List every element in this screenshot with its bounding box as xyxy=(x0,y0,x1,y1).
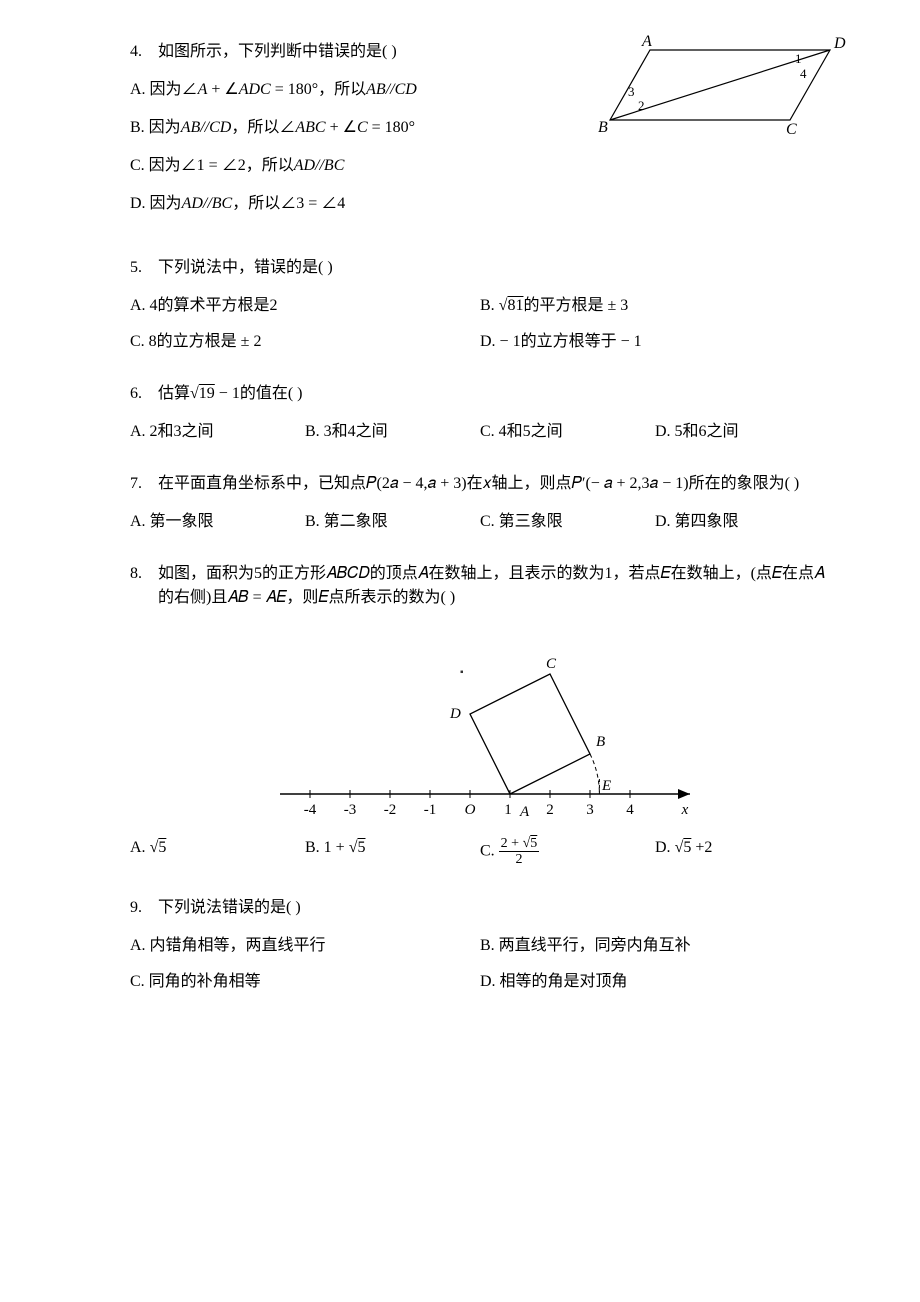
question-7: 7. 在平面直角坐标系中，已知点𝑃(2𝑎 − 4,𝑎 + 3)在𝑥轴上，则点𝑃′… xyxy=(130,472,830,534)
question-5: 5. 下列说法中，错误的是( ) A. 4的算术平方根是2 B. √81的平方根… xyxy=(130,256,830,354)
q8-tick-3: 3 xyxy=(586,802,594,818)
q4-angle-3: 3 xyxy=(628,84,635,99)
q8-arc xyxy=(590,754,599,794)
q7-opt-b: B. 第二象限 xyxy=(305,510,480,534)
q4-number: 4. xyxy=(130,40,158,64)
q8-tick-1: 1 xyxy=(504,802,512,818)
q8-tick--3: -3 xyxy=(344,802,357,818)
q8-tick-4: 4 xyxy=(626,802,634,818)
q8-figure: -4 -3 -2 -1 O 1 2 3 4 x A B xyxy=(130,624,830,832)
q5-row1: A. 4的算术平方根是2 B. √81的平方根是 ± 3 xyxy=(130,294,830,318)
q4-angle-2: 2 xyxy=(638,98,645,113)
q6-opt-d: D. 5和6之间 xyxy=(655,420,830,444)
q8-opt-b: B. 1 + √5 xyxy=(305,836,480,868)
q5-stem-row: 5. 下列说法中，错误的是( ) xyxy=(130,256,830,280)
q8-label-A: A xyxy=(519,804,530,820)
center-dot-icon: ▪ xyxy=(460,667,462,678)
q4-label-B: B xyxy=(598,119,608,136)
q8-tick--4: -4 xyxy=(304,802,317,818)
q8-number: 8. xyxy=(130,562,158,586)
q5-number: 5. xyxy=(130,256,158,280)
q6-stem-row: 6. 估算√19 − 1的值在( ) xyxy=(130,382,830,406)
q8-options: A. √5 B. 1 + √5 C. 2 + √5 2 D. √5 +2 xyxy=(130,836,830,868)
q4-label-D: D xyxy=(833,35,846,52)
q7-number: 7. xyxy=(130,472,158,496)
q6-stem: 估算√19 − 1的值在( ) xyxy=(158,382,830,406)
q7-opt-c: C. 第三象限 xyxy=(480,510,655,534)
q4-figure: A D B C 1 4 2 3 xyxy=(590,30,850,158)
q7-opt-d: D. 第四象限 xyxy=(655,510,830,534)
q9-opt-c: C. 同角的补角相等 xyxy=(130,970,480,994)
q8-label-O: O xyxy=(465,802,476,818)
q9-opt-d: D. 相等的角是对顶角 xyxy=(480,970,830,994)
q8-stem-row: 8. 如图，面积为5的正方形𝐴𝐵𝐶𝐷的顶点𝐴在数轴上，且表示的数为1，若点𝐸在数… xyxy=(130,562,830,610)
q4-opt-d: D. 因为AD//BC，所以∠3 = ∠4 xyxy=(130,192,830,216)
q6-opt-a: A. 2和3之间 xyxy=(130,420,305,444)
q5-opt-b: B. √81的平方根是 ± 3 xyxy=(480,294,830,318)
q8-opt-d: D. √5 +2 xyxy=(655,836,830,868)
q4-angle-4: 4 xyxy=(800,66,807,81)
page-center-mark: ▪ xyxy=(460,660,462,684)
q4-label-C: C xyxy=(786,121,797,138)
q5-opt-a: A. 4的算术平方根是2 xyxy=(130,294,480,318)
q8-label-D: D xyxy=(449,706,461,722)
q4-angle-1: 1 xyxy=(795,51,802,66)
q8-tick--2: -2 xyxy=(384,802,397,818)
q6-number: 6. xyxy=(130,382,158,406)
q8-tick-2: 2 xyxy=(546,802,554,818)
q7-options: A. 第一象限 B. 第二象限 C. 第三象限 D. 第四象限 xyxy=(130,510,830,534)
question-6: 6. 估算√19 − 1的值在( ) A. 2和3之间 B. 3和4之间 C. … xyxy=(130,382,830,444)
question-8: 8. 如图，面积为5的正方形𝐴𝐵𝐶𝐷的顶点𝐴在数轴上，且表示的数为1，若点𝐸在数… xyxy=(130,562,830,868)
q8-arrow xyxy=(678,789,690,799)
q5-opt-c: C. 8的立方根是 ± 2 xyxy=(130,330,480,354)
q5-row2: C. 8的立方根是 ± 2 D. − 1的立方根等于 − 1 xyxy=(130,330,830,354)
q8-svg: -4 -3 -2 -1 O 1 2 3 4 x A B xyxy=(250,624,710,824)
q8-stem: 如图，面积为5的正方形𝐴𝐵𝐶𝐷的顶点𝐴在数轴上，且表示的数为1，若点𝐸在数轴上，… xyxy=(158,562,830,610)
question-4: 4. 如图所示，下列判断中错误的是( ) A D B C 1 4 2 3 xyxy=(130,40,830,216)
q9-row1: A. 内错角相等，两直线平行 B. 两直线平行，同旁内角互补 xyxy=(130,934,830,958)
q8-label-C: C xyxy=(546,656,557,672)
q7-stem-row: 7. 在平面直角坐标系中，已知点𝑃(2𝑎 − 4,𝑎 + 3)在𝑥轴上，则点𝑃′… xyxy=(130,472,830,496)
q7-opt-a: A. 第一象限 xyxy=(130,510,305,534)
q6-opt-b: B. 3和4之间 xyxy=(305,420,480,444)
q4-svg: A D B C 1 4 2 3 xyxy=(590,30,850,150)
q7-stem: 在平面直角坐标系中，已知点𝑃(2𝑎 − 4,𝑎 + 3)在𝑥轴上，则点𝑃′(− … xyxy=(158,472,830,496)
q9-row2: C. 同角的补角相等 D. 相等的角是对顶角 xyxy=(130,970,830,994)
q8-square xyxy=(470,674,590,794)
q9-opt-a: A. 内错角相等，两直线平行 xyxy=(130,934,480,958)
q9-stem-row: 9. 下列说法错误的是( ) xyxy=(130,896,830,920)
q4-label-A: A xyxy=(641,33,652,50)
q8-opt-c: C. 2 + √5 2 xyxy=(480,836,655,868)
q9-number: 9. xyxy=(130,896,158,920)
q8-tick--1: -1 xyxy=(424,802,437,818)
question-9: 9. 下列说法错误的是( ) A. 内错角相等，两直线平行 B. 两直线平行，同… xyxy=(130,896,830,994)
q6-opt-c: C. 4和5之间 xyxy=(480,420,655,444)
q5-stem: 下列说法中，错误的是( ) xyxy=(158,256,830,280)
q8-opt-a: A. √5 xyxy=(130,836,305,868)
q8-label-E: E xyxy=(601,778,611,794)
q9-opt-b: B. 两直线平行，同旁内角互补 xyxy=(480,934,830,958)
q8-label-x: x xyxy=(681,802,689,818)
q5-opt-d: D. − 1的立方根等于 − 1 xyxy=(480,330,830,354)
q6-options: A. 2和3之间 B. 3和4之间 C. 4和5之间 D. 5和6之间 xyxy=(130,420,830,444)
q8-label-B: B xyxy=(596,734,605,750)
q9-stem: 下列说法错误的是( ) xyxy=(158,896,830,920)
